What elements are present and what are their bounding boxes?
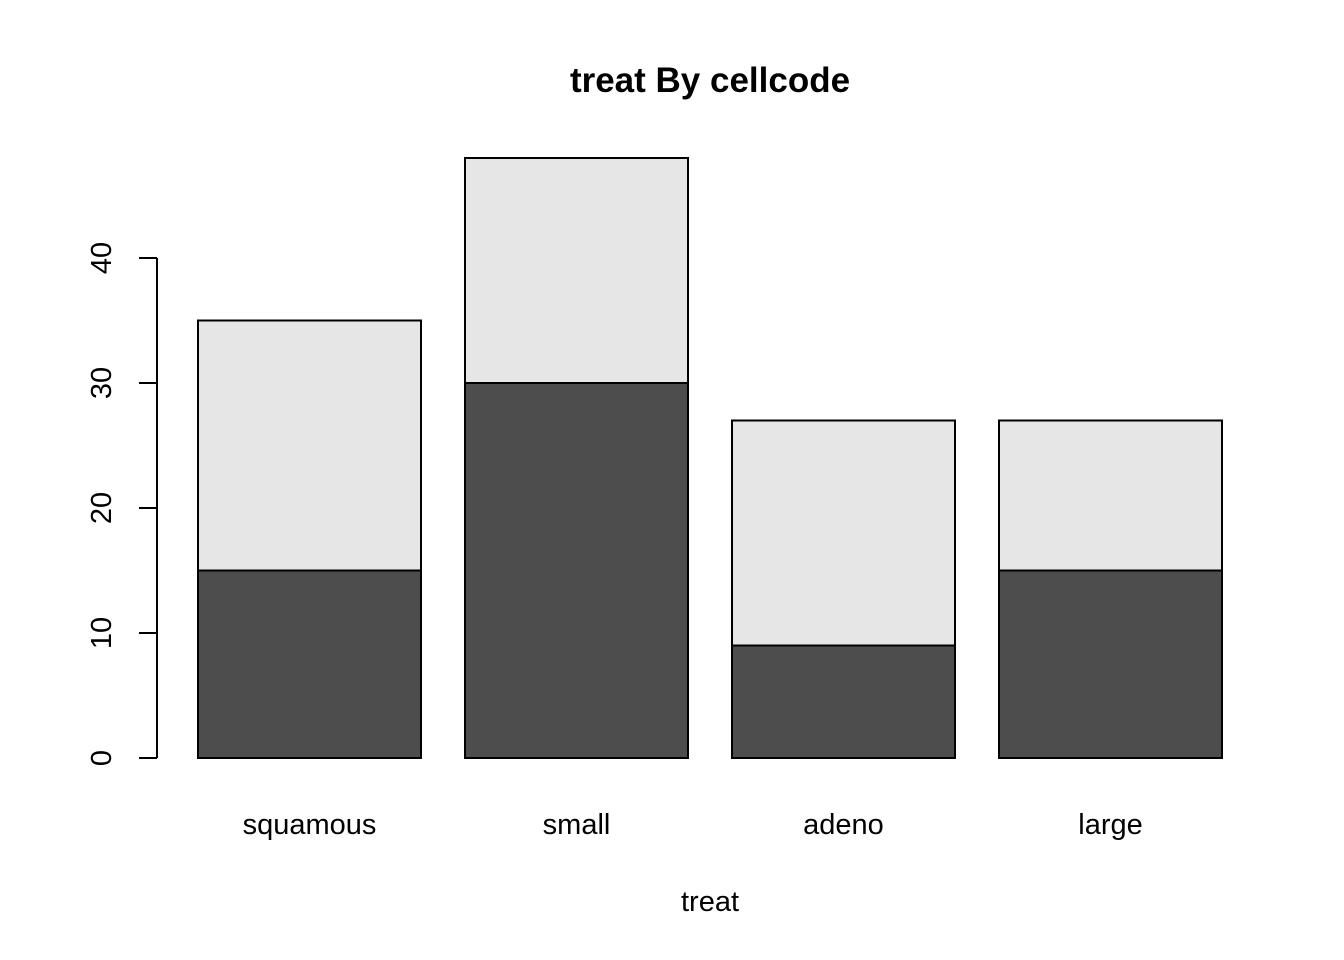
bar-squamous-segment-2 <box>197 319 422 572</box>
bars-group <box>197 157 1223 759</box>
x-tick-label-adeno: adeno <box>803 809 884 841</box>
bar-large-segment-1 <box>998 569 1223 759</box>
y-tick-label-30: 30 <box>86 367 118 399</box>
y-tick-label-0: 0 <box>86 750 118 766</box>
chart-title: treat By cellcode <box>570 61 850 100</box>
y-tick-label-20: 20 <box>86 492 118 524</box>
x-axis-title: treat <box>681 886 739 918</box>
y-tick-label-10: 10 <box>86 617 118 649</box>
bar-small-segment-1 <box>464 382 689 759</box>
bar-adeno-segment-1 <box>731 644 956 759</box>
bar-adeno-segment-2 <box>731 419 956 647</box>
x-tick-label-large: large <box>1078 809 1143 841</box>
y-axis: 0 10 20 30 40 <box>86 242 158 766</box>
bar-large-segment-2 <box>998 419 1223 572</box>
x-tick-label-small: small <box>543 809 611 841</box>
x-tick-label-squamous: squamous <box>243 809 377 841</box>
bar-squamous-segment-1 <box>197 569 422 759</box>
x-axis-labels: squamous small adeno large <box>243 809 1143 841</box>
bar-small-segment-2 <box>464 157 689 384</box>
y-tick-label-40: 40 <box>86 242 118 274</box>
